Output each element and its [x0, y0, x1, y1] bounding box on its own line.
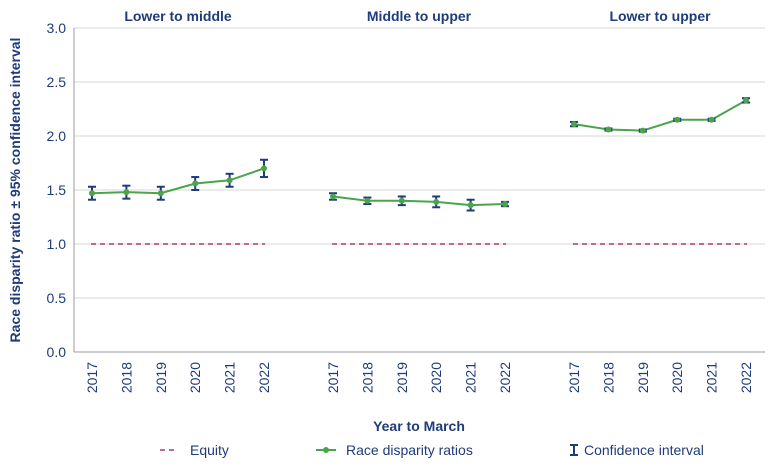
- data-point: [330, 193, 336, 200]
- panel-title: Lower to upper: [609, 8, 711, 24]
- data-point: [261, 165, 267, 172]
- x-tick-label: 2021: [463, 362, 479, 393]
- x-tick-label: 2017: [84, 362, 100, 393]
- legend-label: Equity: [190, 442, 229, 458]
- data-point: [743, 97, 749, 104]
- data-point: [433, 198, 440, 205]
- panel: Middle to upper 2017 2018 2019 2020 2021 2022: [325, 8, 513, 393]
- data-point: [639, 127, 646, 134]
- x-tick-label: 2020: [187, 362, 203, 393]
- data-point: [571, 121, 577, 128]
- legend-swatch-marker: [323, 447, 329, 453]
- x-tick-label: 2017: [566, 362, 582, 393]
- gridlines: [74, 27, 765, 299]
- y-tick-label: 1.5: [47, 182, 67, 198]
- legend-item: Confidence interval: [570, 442, 704, 458]
- series-line: [91, 167, 265, 195]
- y-tick-label: 2.5: [47, 74, 67, 90]
- data-point: [708, 116, 715, 123]
- x-tick-label: 2019: [394, 362, 410, 393]
- x-tick-label: 2019: [153, 362, 169, 393]
- y-tick-label: 1.0: [47, 236, 67, 252]
- y-axis-title: Race disparity ratio ± 95% confidence in…: [7, 38, 23, 343]
- y-tick-label: 0.5: [47, 290, 67, 306]
- x-tick-label: 2020: [669, 362, 685, 393]
- legend-label: Race disparity ratios: [346, 442, 473, 458]
- legend: Equity Race disparity ratios Confidence in…: [160, 442, 704, 458]
- data-point: [502, 201, 508, 208]
- data-point: [605, 126, 612, 133]
- x-tick-label: 2021: [222, 362, 238, 393]
- data-point: [192, 180, 199, 187]
- data-point: [123, 189, 130, 196]
- series-line: [332, 195, 506, 207]
- data-point: [157, 190, 164, 197]
- y-tick-label: 0.0: [47, 344, 67, 360]
- x-tick-label: 2017: [325, 362, 341, 393]
- panel: Lower to upper 2017 2018 2019 2020 2021 2022: [566, 8, 754, 393]
- legend-label: Confidence interval: [584, 442, 704, 458]
- axes: [73, 28, 765, 353]
- x-tick-label: 2021: [704, 362, 720, 393]
- x-tick-label: 2019: [635, 362, 651, 393]
- legend-item: Race disparity ratios: [316, 442, 473, 458]
- x-tick-label: 2018: [118, 362, 134, 393]
- data-point: [364, 197, 371, 204]
- panel: Lower to middle 2017 2018 2019 2020 2021 2022: [84, 8, 272, 393]
- y-tick-label: 3.0: [47, 20, 67, 36]
- legend-item: Equity: [160, 442, 229, 458]
- data-point: [89, 190, 95, 197]
- data-point: [398, 197, 405, 204]
- panel-title: Lower to middle: [124, 8, 232, 24]
- data-point: [674, 116, 681, 123]
- data-point: [226, 177, 233, 184]
- y-tick-labels: 0.0 0.5 1.0 1.5 2.0 2.5 3.0: [47, 20, 67, 360]
- x-axis-title: Year to March: [373, 418, 465, 434]
- x-tick-label: 2022: [738, 362, 754, 393]
- x-tick-label: 2018: [600, 362, 616, 393]
- x-tick-label: 2022: [497, 362, 513, 393]
- data-point: [467, 202, 474, 209]
- x-tick-label: 2022: [256, 362, 272, 393]
- y-tick-label: 2.0: [47, 128, 67, 144]
- x-tick-label: 2020: [428, 362, 444, 393]
- panel-title: Middle to upper: [367, 8, 472, 24]
- series-line: [573, 99, 747, 132]
- x-tick-label: 2018: [359, 362, 375, 393]
